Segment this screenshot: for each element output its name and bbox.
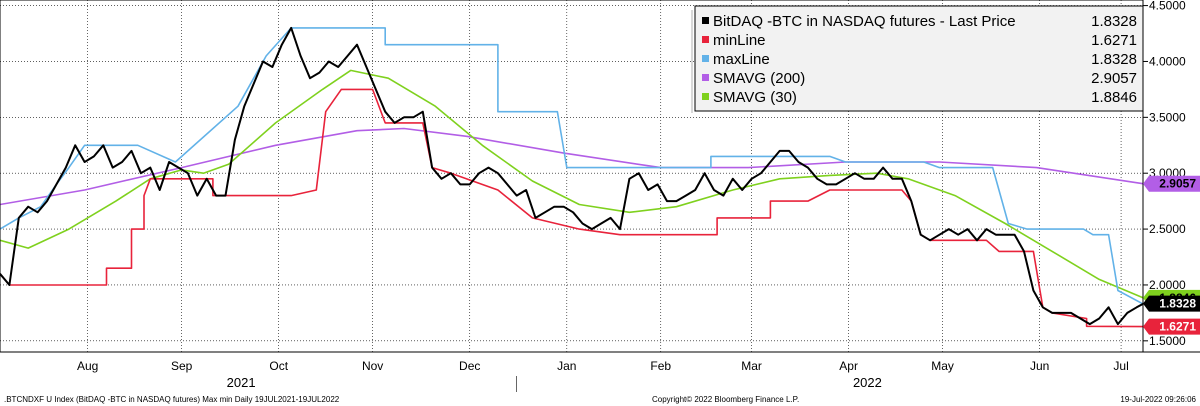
series-line-minline (0, 88, 1144, 328)
x-tick-label: Sep (171, 359, 193, 373)
legend-entry-name: SMAVG (200) (713, 70, 805, 87)
series-line-bitdaq-btc-in-nasdaq-futures-last-price (0, 26, 1144, 326)
y-tick-label: 2.0000 (1149, 278, 1186, 292)
legend-entry-value: 1.6271 (1091, 32, 1137, 49)
x-tick-label: Jun (1030, 359, 1049, 373)
x-tick-label: Oct (269, 359, 288, 373)
badge-value-minline: 1.6271 (1159, 320, 1196, 334)
year-labels: 2021 2022 (227, 375, 882, 392)
year-label: 2022 (853, 375, 882, 390)
y-tick-label: 3.5000 (1149, 110, 1186, 124)
y-tick-label: 4.0000 (1149, 54, 1186, 68)
x-tick-label: Nov (362, 359, 383, 373)
legend-swatch (702, 36, 709, 43)
footer-timestamp: 19-Jul-2022 09:26:06 (1120, 395, 1196, 404)
badge-value-bitdaq-btc-in-nasdaq-futures-last-price: 1.8328 (1159, 297, 1196, 311)
series-lines (0, 26, 1144, 328)
legend-swatch (702, 55, 709, 62)
footer-copyright: Copyright© 2022 Bloomberg Finance L.P. (652, 395, 799, 404)
y-tick-label: 2.5000 (1149, 222, 1186, 236)
badge-minline (1143, 318, 1200, 335)
legend-entry-value: 2.9057 (1091, 70, 1137, 87)
x-axis: Aug Sep Oct Nov Dec Jan Feb Mar Apr May Jun Jul (77, 359, 1129, 373)
legend: BitDAQ -BTC in NASDAQ futures - Last Pri… (691, 5, 1144, 113)
badge-value-smavg-200: 2.9057 (1159, 177, 1196, 191)
x-tick-label: Mar (741, 359, 762, 373)
x-tick-label: Jan (557, 359, 576, 373)
legend-swatch (702, 93, 709, 100)
legend-entry-name: SMAVG (30) (713, 89, 797, 106)
badge-bitdaq-btc-in-nasdaq-futures-last-price (1143, 295, 1200, 312)
x-tick-label: Feb (650, 359, 671, 373)
legend-entry-name: maxLine (713, 51, 770, 68)
legend-swatch (702, 17, 709, 24)
x-tick-label: Jul (1113, 359, 1128, 373)
legend-entry-name: BitDAQ -BTC in NASDAQ futures - Last Pri… (713, 13, 1016, 30)
y-tick-label: 1.5000 (1149, 334, 1186, 348)
legend-box (694, 5, 1144, 112)
legend-entry-value: 1.8328 (1091, 51, 1137, 68)
legend-entry-name: minLine (713, 32, 766, 49)
x-tick-label: Aug (77, 359, 98, 373)
legend-entry-value: 1.8846 (1091, 89, 1137, 106)
badge-smavg-200 (1143, 175, 1200, 192)
x-tick-label: Dec (459, 359, 480, 373)
x-tick-label: Apr (839, 359, 858, 373)
footer-left: .BTCNDXF U Index (BitDAQ -BTC in NASDAQ … (4, 395, 340, 404)
x-tick-label: May (931, 359, 954, 373)
legend-swatch (702, 74, 709, 81)
y-tick-label: 4.5000 (1149, 0, 1186, 13)
year-label: 2021 (227, 375, 256, 390)
legend-entry-value: 1.8328 (1091, 13, 1137, 30)
